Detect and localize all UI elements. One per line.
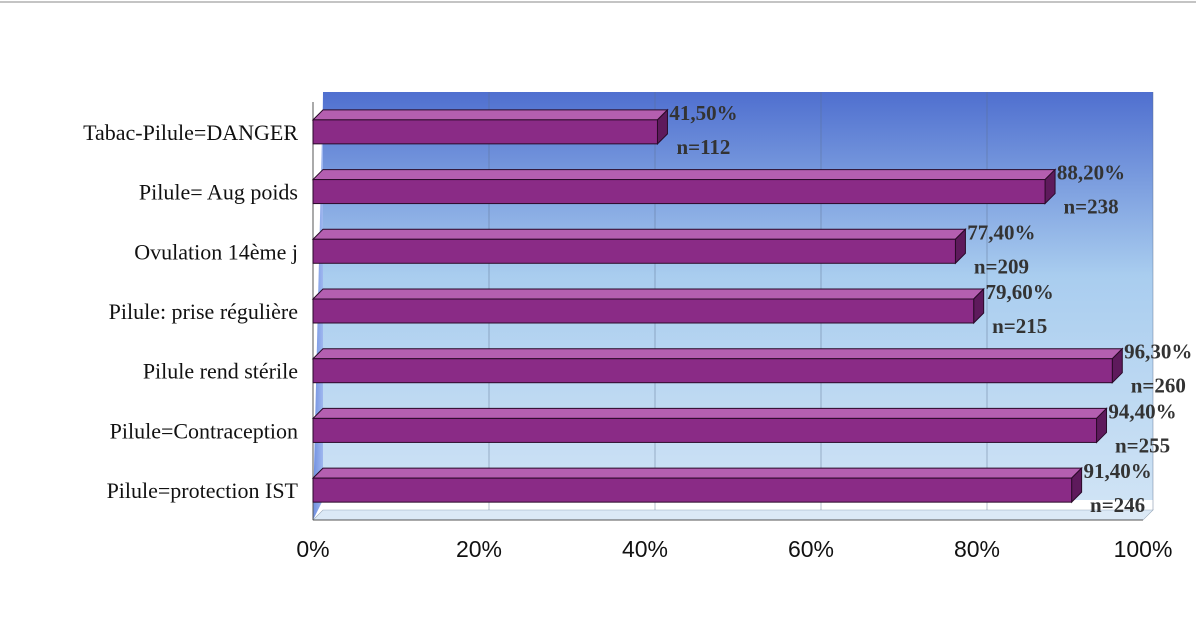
bar-front-face (312, 298, 975, 324)
x-axis-ticks: 0% 20% 40% 60% 80% 100% (296, 536, 1172, 562)
percent-label: 94,40% (1108, 399, 1176, 423)
bar-front-face (312, 417, 1098, 443)
bar-top-face (311, 407, 1108, 419)
percent-label: 91,40% (1083, 459, 1151, 483)
x-tick-label: 60% (788, 536, 834, 562)
bar (311, 287, 985, 325)
bar (311, 228, 967, 265)
count-label: n=260 (1131, 374, 1186, 398)
plot-floor (312, 509, 1154, 521)
x-tick-label: 20% (456, 536, 502, 562)
count-label: n=215 (992, 314, 1047, 338)
bar-top-face (311, 288, 985, 300)
bar-front-face (312, 358, 1113, 384)
x-tick-label: 80% (954, 536, 1000, 562)
bar-top-face (311, 228, 967, 240)
percent-label: 88,20% (1057, 161, 1125, 185)
percent-label: 77,40% (967, 220, 1035, 244)
percent-label: 96,30% (1124, 340, 1192, 364)
category-label: Pilule rend stérile (143, 359, 298, 384)
bar (311, 347, 1124, 384)
bar (311, 466, 1083, 504)
bar-front-face (312, 119, 658, 145)
count-label: n=238 (1063, 195, 1118, 219)
category-label: Tabac-Pilule=DANGER (83, 120, 298, 145)
bar (311, 168, 1057, 205)
percent-label: 79,60% (986, 280, 1054, 304)
bar (311, 407, 1108, 444)
bar-top-face (311, 348, 1124, 360)
count-label: n=255 (1115, 433, 1170, 457)
bar-front-face (312, 477, 1073, 503)
bar-front-face (312, 179, 1046, 205)
count-label: n=246 (1090, 493, 1145, 517)
category-label: Pilule= Aug poids (139, 180, 298, 205)
bar-top-face (311, 467, 1083, 479)
count-label: n=209 (974, 254, 1029, 278)
count-label: n=112 (676, 135, 730, 159)
category-labels: Tabac-Pilule=DANGER Pilule= Aug poids Ovul… (83, 120, 298, 503)
bar-top-face (311, 109, 669, 121)
category-label: Pilule: prise régulière (109, 299, 298, 324)
bars (311, 108, 1124, 504)
category-label: Ovulation 14ème j (134, 239, 298, 264)
x-tick-label: 0% (296, 536, 329, 562)
bar (311, 108, 669, 146)
percent-label: 41,50% (669, 101, 737, 125)
x-tick-label: 100% (1114, 536, 1173, 562)
category-label: Pilule=protection IST (107, 478, 299, 503)
category-label: Pilule=Contraception (110, 418, 298, 443)
x-tick-label: 40% (622, 536, 668, 562)
bar-top-face (311, 169, 1057, 181)
bar-front-face (312, 238, 956, 264)
